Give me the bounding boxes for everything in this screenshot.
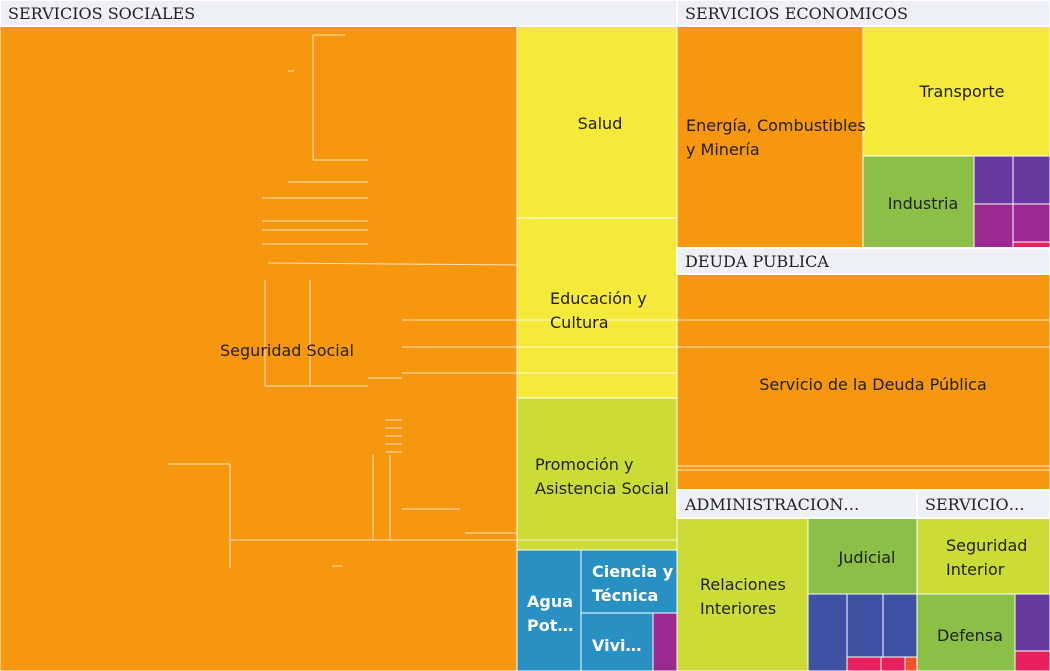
treemap-cell-transporte[interactable] <box>862 25 1050 157</box>
seguridad-social-texture <box>168 34 1050 568</box>
treemap-group-headers: SERVICIOS SOCIALES SERVICIOS ECONOMICOS DE… <box>0 0 1050 519</box>
group-header-servicios-economicos[interactable] <box>676 0 1050 27</box>
treemap-cell-label: Servicio de la Deuda Pública <box>759 375 987 394</box>
treemap-cell-label: Relaciones Interiores <box>700 575 786 618</box>
treemap-cell-unlabeled[interactable] <box>904 656 918 671</box>
treemap-cell-unlabeled[interactable] <box>973 203 1014 249</box>
treemap-cell-promocion-y-asistencia-social[interactable] <box>516 397 678 551</box>
treemap-cell-label: Promoción y Asistencia Social <box>535 455 669 498</box>
treemap-cell-label: Industria <box>888 194 959 213</box>
treemap-cell-label: Seguridad Social <box>220 341 354 360</box>
treemap-cell-educacion-y-cultura[interactable] <box>516 217 678 399</box>
treemap-cell-labels: Seguridad Social Salud Educación y Cultura P… <box>220 82 1027 655</box>
treemap-cell-label: Seguridad Interior <box>946 536 1027 579</box>
group-header-servicios-sociales[interactable] <box>0 0 678 27</box>
treemap-cell-label: Vivi… <box>592 636 642 655</box>
treemap-cell-unlabeled[interactable] <box>882 593 918 658</box>
treemap-cell-defensa[interactable] <box>916 593 1016 671</box>
group-header-administracion-gubernamental[interactable] <box>676 489 918 519</box>
treemap-cell-unlabeled[interactable] <box>1012 203 1050 243</box>
treemap-cell-servicio-de-la-deuda-publica[interactable] <box>676 273 1050 491</box>
treemap-cell-unlabeled[interactable] <box>652 612 678 671</box>
sub-cell-divider <box>267 262 518 266</box>
treemap-cell-label: Defensa <box>937 626 1003 645</box>
group-header-label: DEUDA PUBLICA <box>685 252 829 271</box>
treemap-cell-energia-combustibles-y-mineria[interactable] <box>676 25 864 249</box>
treemap-cell-unlabeled[interactable] <box>1014 650 1050 671</box>
treemap-cell-label: Salud <box>578 114 623 133</box>
treemap-cells <box>0 25 1050 671</box>
treemap-cell-ciencia-y-tecnica[interactable] <box>580 549 678 614</box>
group-header-label: ADMINISTRACION… <box>684 495 859 514</box>
treemap-cell-seguridad-interior[interactable] <box>916 517 1050 595</box>
treemap-cell-unlabeled[interactable] <box>1012 155 1050 205</box>
treemap-cell-relaciones-interiores[interactable] <box>676 517 809 671</box>
treemap-cell-unlabeled[interactable] <box>880 656 906 671</box>
treemap-cell-unlabeled[interactable] <box>846 656 882 671</box>
group-header-label: SERVICIOS ECONOMICOS <box>685 4 908 23</box>
treemap-cell-industria[interactable] <box>862 155 975 249</box>
treemap-cell-label: Ciencia y Técnica <box>592 562 674 605</box>
treemap-cell-label: Educación y Cultura <box>550 289 647 332</box>
treemap-cell-unlabeled[interactable] <box>846 593 884 658</box>
treemap-cell-label: Transporte <box>919 82 1005 101</box>
treemap-cell-vivienda[interactable] <box>580 612 654 671</box>
group-header-label: SERVICIO… <box>925 495 1025 514</box>
treemap-cell-unlabeled[interactable] <box>973 155 1014 205</box>
group-header-label: SERVICIOS SOCIALES <box>8 4 195 23</box>
treemap-cell-label: Agua Pot… <box>527 592 573 635</box>
treemap-cell-unlabeled[interactable] <box>807 593 848 671</box>
treemap-cell-agua-potable[interactable] <box>516 549 582 671</box>
treemap-cell-unlabeled[interactable] <box>1014 593 1050 652</box>
treemap-cell-label: Energía, Combustibles y Minería <box>686 116 866 159</box>
group-header-servicios-de-defensa-y-seguridad[interactable] <box>916 489 1050 519</box>
group-header-deuda-publica[interactable] <box>676 247 1050 275</box>
treemap-cell-salud[interactable] <box>516 25 678 219</box>
treemap-cell-label: Judicial <box>838 548 896 567</box>
treemap-cell-seguridad-social[interactable] <box>0 25 518 671</box>
